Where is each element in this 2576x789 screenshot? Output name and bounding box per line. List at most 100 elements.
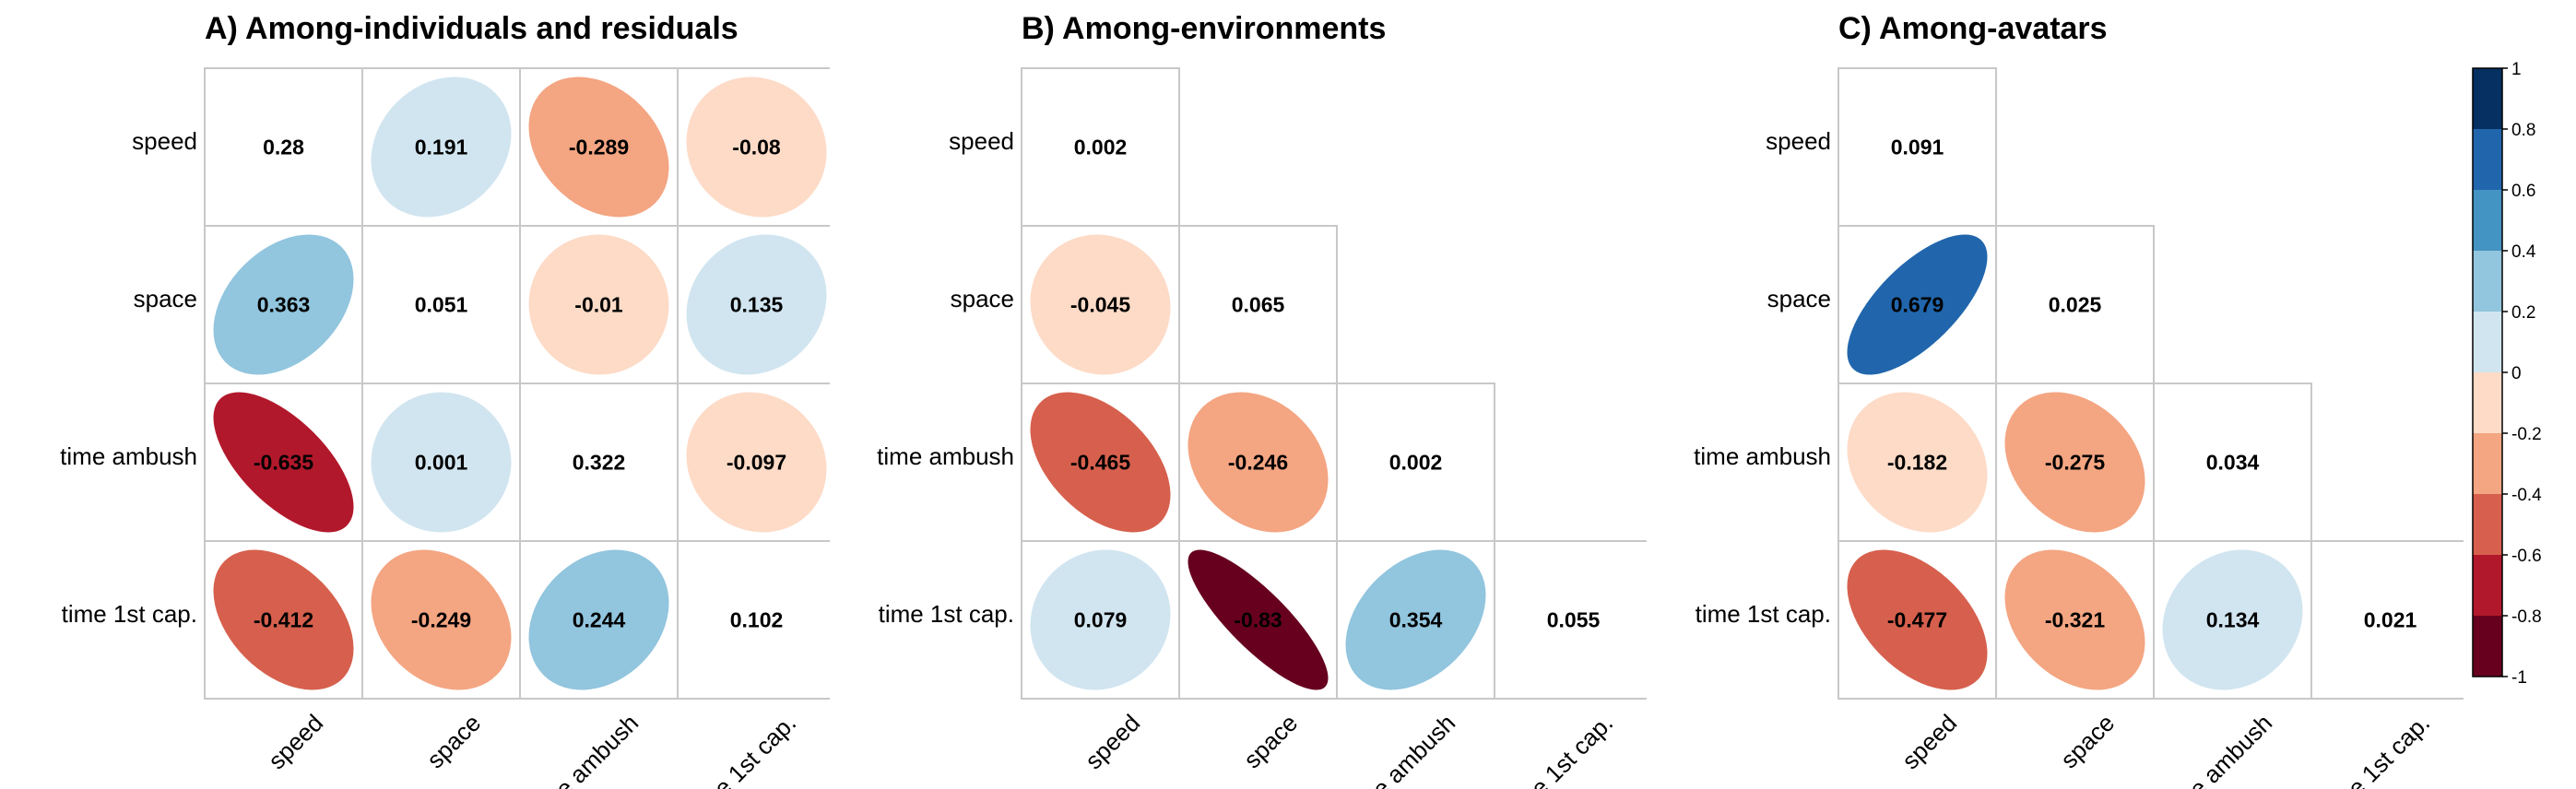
matrix-cell bbox=[2153, 383, 2312, 542]
correlation-value-label: 0.191 bbox=[415, 135, 468, 159]
row-label: time 1st cap. bbox=[879, 600, 1014, 628]
color-legend-bin bbox=[2473, 372, 2502, 433]
row-label: time ambush bbox=[60, 442, 197, 470]
correlation-value-label: -0.477 bbox=[1887, 608, 1947, 632]
row-label: speed bbox=[1766, 127, 1831, 155]
correlation-value-label: -0.01 bbox=[574, 293, 623, 317]
color-legend-bin bbox=[2473, 68, 2502, 129]
matrix-cell bbox=[204, 67, 363, 227]
correlation-ellipse bbox=[213, 549, 354, 690]
correlation-ellipse bbox=[1847, 392, 1988, 533]
panel-title: C) Among-avatars bbox=[1838, 11, 2108, 46]
correlation-matrix-among-environments: 0.002 -0.045 0.065 -0.465 -0.246 0.002 0.079 -0… bbox=[877, 67, 1647, 789]
matrix-cell bbox=[519, 383, 679, 542]
correlation-ellipse bbox=[1188, 549, 1329, 690]
correlation-value-label: 0.079 bbox=[1074, 608, 1128, 632]
correlation-ellipse bbox=[2004, 392, 2145, 533]
correlation-value-label: -0.08 bbox=[732, 135, 781, 159]
color-legend-bin bbox=[2473, 129, 2502, 190]
column-label: speed bbox=[1897, 709, 1962, 774]
color-legend-tick-label: -0.8 bbox=[2511, 607, 2542, 627]
correlation-ellipse bbox=[1030, 549, 1171, 690]
correlation-ellipse bbox=[1847, 549, 1988, 690]
correlation-ellipse bbox=[528, 549, 669, 690]
correlation-ellipse bbox=[2162, 549, 2303, 690]
matrix-cell bbox=[1494, 540, 1647, 700]
matrix-cell bbox=[1837, 67, 1997, 227]
correlation-ellipse bbox=[213, 234, 354, 375]
correlation-value-label: -0.097 bbox=[727, 451, 786, 475]
correlation-value-label: 0.102 bbox=[730, 608, 784, 632]
correlation-ellipse bbox=[213, 392, 354, 533]
correlation-ellipse bbox=[528, 234, 669, 375]
correlation-value-label: 0.025 bbox=[2049, 293, 2102, 317]
correlation-value-label: -0.465 bbox=[1070, 451, 1130, 475]
correlation-value-label: -0.275 bbox=[2045, 451, 2105, 475]
correlation-ellipse bbox=[686, 392, 827, 533]
correlation-value-label: -0.321 bbox=[2045, 608, 2105, 632]
column-label: time 1st cap. bbox=[686, 709, 801, 789]
correlation-ellipse bbox=[1345, 549, 1486, 690]
correlation-value-label: 0.363 bbox=[257, 293, 311, 317]
row-label: time 1st cap. bbox=[62, 600, 197, 628]
row-label: space bbox=[951, 285, 1014, 312]
color-legend-tick-label: 1 bbox=[2511, 60, 2522, 79]
matrix-cell bbox=[1336, 383, 1495, 542]
matrix-cell bbox=[1021, 67, 1180, 227]
color-legend-bin bbox=[2473, 616, 2502, 677]
color-legend-tick-label: 0.2 bbox=[2511, 303, 2535, 323]
correlation-value-label: 0.034 bbox=[2206, 451, 2260, 475]
color-legend-tick-label: -0.2 bbox=[2511, 425, 2542, 444]
color-legend-tick-label: 0.4 bbox=[2511, 242, 2536, 262]
column-label: time ambush bbox=[1344, 709, 1460, 789]
correlation-ellipse bbox=[2004, 549, 2145, 690]
panel-among-individuals: A) Among-individuals and residuals 0.28 0… bbox=[0, 0, 830, 789]
column-label: time ambush bbox=[2161, 709, 2277, 789]
row-label: time 1st cap. bbox=[1696, 600, 1831, 628]
correlation-value-label: 0.002 bbox=[1074, 135, 1128, 159]
panel-among-avatars: C) Among-avatars 0.091 0.679 0.025 -0.182 -0… bbox=[1634, 0, 2464, 789]
correlation-value-label: 0.021 bbox=[2364, 608, 2417, 632]
correlation-value-label: 0.135 bbox=[730, 293, 784, 317]
matrix-cell bbox=[361, 225, 521, 384]
row-label: space bbox=[134, 285, 197, 312]
color-legend-tick-label: 0.6 bbox=[2511, 182, 2535, 201]
correlation-ellipse bbox=[686, 77, 827, 218]
correlation-value-label: 0.322 bbox=[573, 451, 626, 475]
matrix-cell bbox=[2310, 540, 2464, 700]
color-legend-tick-label: -0.4 bbox=[2511, 486, 2542, 505]
column-label: time 1st cap. bbox=[1503, 709, 1618, 789]
correlation-matrix-among-individuals: 0.28 0.191 -0.289 -0.08 0.363 0.051 -0.01 0.135… bbox=[60, 67, 830, 789]
correlation-value-label: -0.289 bbox=[569, 135, 629, 159]
color-legend-bin bbox=[2473, 251, 2502, 312]
column-label: speed bbox=[1080, 709, 1145, 774]
correlation-value-label: 0.134 bbox=[2206, 608, 2260, 632]
panel-among-environments: B) Among-environments 0.002 -0.045 0.065 -0… bbox=[817, 0, 1647, 789]
color-legend-tick-label: 0.8 bbox=[2511, 121, 2535, 140]
row-label: time ambush bbox=[1694, 442, 1831, 470]
column-label: space bbox=[2055, 709, 2120, 773]
panel-title: A) Among-individuals and residuals bbox=[205, 11, 739, 46]
correlation-ellipse bbox=[1188, 392, 1329, 533]
correlation-value-label: 0.051 bbox=[415, 293, 468, 317]
row-label: time ambush bbox=[877, 442, 1014, 470]
color-legend-bar: 1 0.8 0.6 0.4 0.2 0 -0.2 -0.4 -0.6 -0.8 -1 bbox=[2472, 60, 2542, 688]
color-legend-tick-label: -1 bbox=[2511, 668, 2527, 688]
correlation-ellipse bbox=[528, 77, 669, 218]
column-label: time ambush bbox=[527, 709, 644, 789]
correlation-ellipse bbox=[371, 77, 512, 218]
panel-title: B) Among-environments bbox=[1022, 11, 1387, 46]
matrix-cell bbox=[677, 540, 830, 700]
correlation-ellipse bbox=[1030, 234, 1171, 375]
correlation-value-label: 0.055 bbox=[1547, 608, 1601, 632]
color-legend-tick-label: -0.6 bbox=[2511, 547, 2542, 566]
matrix-cell bbox=[1178, 225, 1338, 384]
correlation-value-label: -0.045 bbox=[1070, 293, 1130, 317]
correlation-value-label: -0.412 bbox=[254, 608, 313, 632]
correlation-value-label: 0.28 bbox=[263, 135, 304, 159]
correlation-ellipse bbox=[1030, 392, 1171, 533]
matrix-cell bbox=[1995, 225, 2155, 384]
color-legend-bin bbox=[2473, 190, 2502, 251]
correlation-ellipse bbox=[686, 234, 827, 375]
correlation-matrix-among-avatars: 0.091 0.679 0.025 -0.182 -0.275 0.034 -0.477 -0… bbox=[1694, 67, 2464, 789]
